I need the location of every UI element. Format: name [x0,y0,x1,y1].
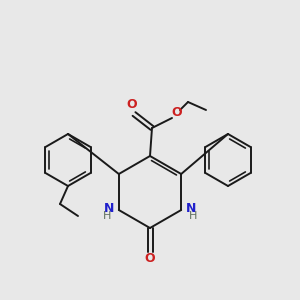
Text: O: O [172,106,182,119]
Text: O: O [145,253,155,266]
Text: O: O [127,98,137,112]
Text: N: N [186,202,197,215]
Text: H: H [103,211,111,221]
Text: N: N [103,202,114,215]
Text: H: H [189,211,197,221]
